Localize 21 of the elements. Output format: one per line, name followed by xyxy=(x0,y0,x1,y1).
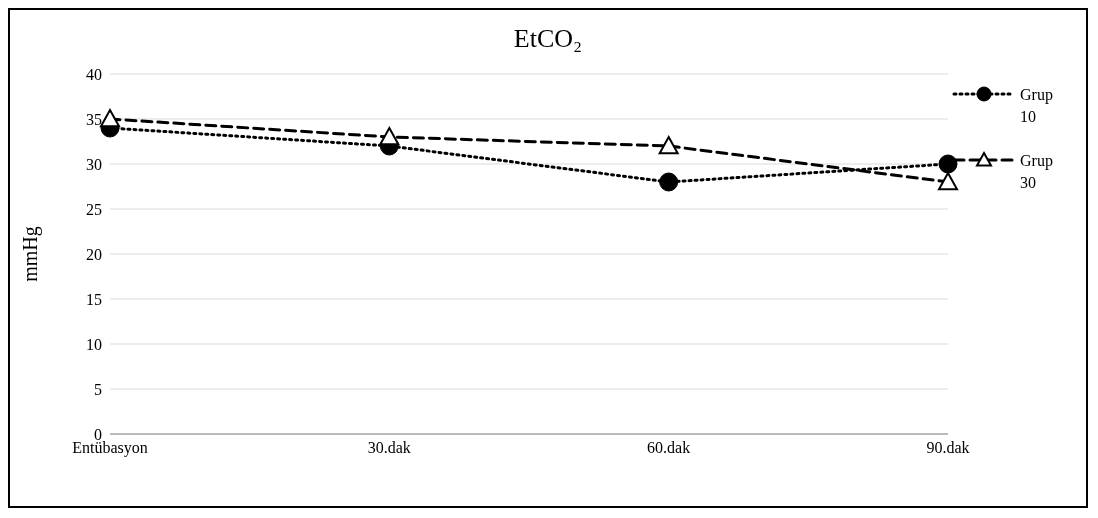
legend-label: Grup 30 xyxy=(1020,151,1054,193)
chart-title: EtCO₂ xyxy=(512,24,584,55)
y-tick-label: 20 xyxy=(86,245,102,263)
y-tick-label: 5 xyxy=(94,380,102,398)
legend-label: Grup 10 xyxy=(1020,85,1054,127)
x-tick-label: 90.dak xyxy=(926,439,970,457)
y-tick-label: 30 xyxy=(86,155,102,173)
point xyxy=(938,172,958,191)
y-tick-label: 15 xyxy=(86,290,102,308)
point xyxy=(658,136,679,155)
point xyxy=(659,172,679,192)
point xyxy=(938,154,958,174)
point xyxy=(379,127,400,146)
x-tick-label: 30.dak xyxy=(367,439,411,457)
point xyxy=(100,109,120,128)
y-tick-label: 40 xyxy=(86,65,102,83)
x-tick-label: 60.dak xyxy=(647,439,691,457)
y-tick-label: 10 xyxy=(86,335,102,353)
y-tick-label: 25 xyxy=(86,200,102,218)
y-tick-label: 35 xyxy=(86,110,102,128)
y-axis-title: mmHg xyxy=(19,226,43,282)
